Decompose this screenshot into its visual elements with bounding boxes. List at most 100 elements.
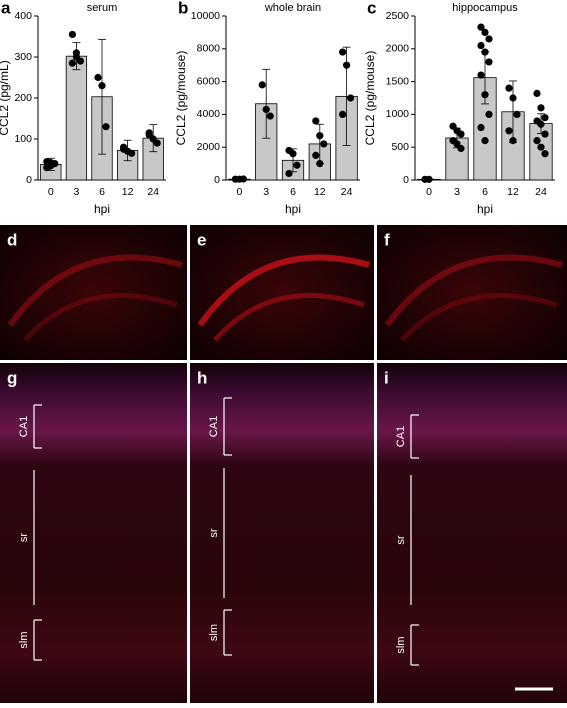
- x-axis-label: hpi: [285, 202, 301, 216]
- y-axis-label: CCL2 (pg/mL): [0, 60, 11, 135]
- x-axis-label: hpi: [94, 202, 110, 216]
- panel-letter: a: [1, 0, 11, 17]
- data-point: [316, 132, 324, 140]
- x-tick-label: 6: [99, 186, 105, 198]
- data-point: [68, 30, 76, 39]
- y-tick-label: 200: [14, 92, 32, 104]
- chart-title: whole brain: [264, 2, 321, 14]
- data-point: [485, 58, 493, 66]
- data-point: [477, 23, 485, 31]
- data-point: [481, 91, 489, 99]
- data-point: [533, 137, 541, 145]
- micrograph: [377, 225, 567, 360]
- x-tick-label: 0: [48, 186, 54, 198]
- micrograph: [190, 363, 374, 703]
- y-tick-label: 2000: [197, 141, 221, 153]
- data-point: [312, 151, 320, 159]
- x-tick-label: 3: [73, 186, 79, 198]
- y-tick-label: 0: [403, 174, 409, 186]
- tissue-layer: [7, 254, 183, 327]
- y-tick-label: 10000: [191, 10, 220, 22]
- x-tick-label: 12: [507, 186, 519, 198]
- y-tick-label: 1000: [386, 108, 410, 120]
- y-tick-label: 0: [26, 174, 32, 186]
- y-tick-label: 8000: [197, 43, 221, 55]
- data-point: [509, 94, 517, 102]
- panel-letter: d: [7, 230, 17, 249]
- data-point: [47, 159, 55, 167]
- tissue-layer: [213, 293, 365, 342]
- region-label: slm: [208, 624, 220, 641]
- data-point: [68, 59, 76, 67]
- panel-letter: i: [384, 368, 389, 387]
- bar: [65, 55, 88, 181]
- data-point: [505, 127, 513, 135]
- data-point: [537, 143, 545, 151]
- data-point: [425, 175, 433, 183]
- region-label: sr: [395, 535, 407, 545]
- y-axis-label: CCL2 (pg/mouse): [174, 51, 188, 146]
- y-tick-label: 1500: [386, 75, 410, 87]
- data-point: [347, 94, 355, 102]
- data-point: [513, 110, 521, 118]
- x-tick-label: 0: [426, 186, 432, 198]
- micrograph: [0, 363, 187, 703]
- data-point: [537, 120, 545, 128]
- y-tick-label: 400: [14, 10, 32, 22]
- data-point: [94, 73, 102, 82]
- data-point: [505, 84, 513, 92]
- data-point: [457, 144, 465, 153]
- data-point: [120, 145, 128, 153]
- data-point: [477, 41, 485, 50]
- y-tick-label: 300: [14, 51, 32, 63]
- region-label: CA1: [18, 416, 30, 437]
- y-tick-label: 500: [391, 141, 409, 153]
- data-point: [481, 28, 489, 36]
- data-point: [262, 105, 270, 114]
- panel-letter: h: [197, 368, 207, 387]
- data-point: [285, 169, 293, 178]
- y-tick-label: 6000: [197, 75, 221, 87]
- region-label: CA1: [395, 426, 407, 447]
- region-label: slm: [395, 636, 407, 653]
- x-tick-label: 6: [482, 186, 488, 198]
- region-label: slm: [18, 631, 30, 648]
- y-tick-label: 2500: [386, 10, 410, 22]
- tissue-layer: [197, 254, 370, 327]
- data-point: [72, 53, 80, 61]
- x-tick-label: 12: [314, 186, 326, 198]
- x-tick-label: 3: [454, 186, 460, 198]
- data-point: [239, 175, 247, 183]
- y-tick-label: 100: [14, 133, 32, 145]
- data-point: [477, 71, 485, 79]
- data-point: [316, 160, 324, 168]
- data-point: [312, 117, 320, 125]
- region-label: CA1: [208, 416, 220, 437]
- data-point: [320, 140, 328, 148]
- region-label: sr: [208, 528, 220, 538]
- data-point: [102, 123, 110, 131]
- data-point: [537, 104, 545, 112]
- x-axis-label: hpi: [477, 202, 493, 216]
- tissue-layer: [400, 293, 558, 342]
- x-tick-label: 24: [147, 186, 159, 198]
- x-tick-label: 3: [263, 186, 269, 198]
- panel-letter: c: [367, 0, 376, 17]
- data-point: [485, 35, 493, 43]
- y-tick-label: 4000: [197, 108, 221, 120]
- data-point: [541, 114, 549, 122]
- x-tick-label: 6: [290, 186, 296, 198]
- x-tick-label: 12: [122, 186, 134, 198]
- data-point: [533, 89, 541, 98]
- data-point: [477, 123, 485, 132]
- data-point: [145, 129, 153, 137]
- data-point: [541, 150, 549, 158]
- y-tick-label: 0: [214, 174, 220, 186]
- data-point: [293, 161, 301, 169]
- chart-title: hippocampus: [452, 2, 518, 14]
- panel-letter: g: [7, 368, 17, 387]
- data-point: [485, 110, 493, 118]
- data-point: [343, 61, 351, 69]
- tissue-layer: [384, 254, 563, 327]
